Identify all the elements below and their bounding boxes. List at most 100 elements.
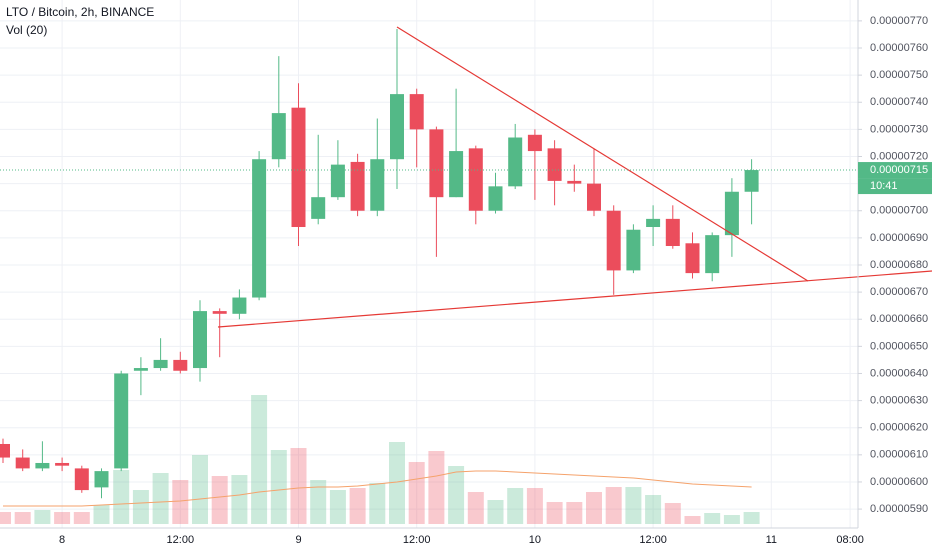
candle-body — [390, 94, 404, 160]
y-tick-label: 0.00000670 — [870, 286, 928, 298]
y-tick-label: 0.00000620 — [870, 422, 928, 434]
candle-body — [15, 457, 30, 469]
volume-pane — [0, 395, 760, 524]
y-tick-label: 0.00000590 — [870, 503, 928, 515]
x-tick-label: 10 — [529, 534, 541, 546]
x-tick-label: 12:00 — [167, 534, 195, 546]
candle-body — [449, 151, 464, 198]
candle-body — [705, 235, 720, 274]
volume-bar — [448, 466, 465, 524]
candle-body — [271, 113, 286, 160]
volume-bar — [211, 476, 228, 524]
volume-bar — [34, 510, 51, 524]
volume-bar — [369, 483, 386, 524]
volume-bar — [467, 492, 484, 524]
volume-bar — [743, 512, 760, 524]
volume-bar — [664, 503, 681, 524]
volume-bar — [389, 442, 405, 524]
price-tag-label: 0.00000715 — [870, 164, 928, 176]
y-tick-label: 0.00000690 — [870, 232, 928, 244]
y-tick-label: 0.00000730 — [870, 123, 928, 135]
y-tick-label: 0.00000640 — [870, 367, 928, 379]
volume-bar — [507, 488, 524, 524]
candle-body — [685, 243, 700, 274]
candle-body — [587, 183, 601, 211]
candle-body — [646, 218, 661, 228]
candle-body — [133, 368, 148, 371]
candle-body — [232, 297, 247, 314]
y-tick-label: 0.00000740 — [870, 96, 928, 108]
candle-body — [665, 218, 680, 246]
candle-body — [429, 129, 444, 198]
trend-line — [396, 26, 809, 282]
y-tick-label: 0.00000770 — [870, 15, 928, 27]
volume-bar — [625, 487, 642, 524]
x-tick-label: 11 — [766, 534, 777, 546]
volume-bar — [231, 475, 248, 524]
candle-body — [153, 359, 168, 369]
volume-bar — [349, 488, 366, 524]
candles — [0, 29, 759, 499]
volume-label: Vol (20) — [6, 23, 47, 37]
candle-body — [547, 148, 562, 181]
volume-bar — [408, 462, 425, 524]
volume-bar — [428, 451, 445, 524]
y-tick-label: 0.00000760 — [870, 42, 928, 54]
volume-bar — [73, 512, 90, 524]
volume-bar — [14, 512, 31, 524]
grid — [0, 0, 858, 528]
x-tick-label: 8 — [59, 534, 65, 546]
candle-body — [626, 229, 641, 271]
candle-body — [252, 159, 267, 298]
price-tag — [858, 162, 932, 179]
candle-body — [370, 159, 385, 211]
y-tick-label: 0.00000610 — [870, 449, 928, 461]
volume-bar — [152, 473, 169, 524]
volume-bar — [132, 490, 149, 524]
candle-body — [35, 462, 50, 469]
volume-bar — [172, 480, 189, 524]
x-tick-label: 12:00 — [639, 534, 667, 546]
volume-bar — [251, 395, 268, 524]
y-tick-label: 0.00000630 — [870, 395, 928, 407]
y-tick-label: 0.00000680 — [870, 259, 928, 271]
volume-bar — [310, 480, 327, 524]
candle-body — [74, 468, 89, 491]
candle-body — [744, 170, 759, 192]
candle-body — [606, 210, 621, 271]
candle-body — [311, 197, 326, 219]
volume-bar — [290, 448, 307, 524]
x-tick-label: 12:00 — [403, 534, 431, 546]
volume-bar — [566, 502, 583, 524]
candle-body — [488, 186, 503, 211]
candle-body — [212, 311, 227, 314]
y-tick-label: 0.00000720 — [870, 150, 928, 162]
volume-bar — [704, 513, 721, 524]
volume-bar — [113, 470, 130, 524]
axes: 0.00000590 0.00000600 0.00000610 0.00000620… — [0, 15, 932, 546]
volume-bar — [329, 490, 346, 524]
volume-bar — [54, 512, 71, 524]
candle-body — [724, 191, 739, 236]
trend-line — [217, 270, 932, 328]
volume-bar — [93, 505, 110, 524]
volume-ma-line — [3, 470, 752, 507]
candle-body — [173, 359, 188, 371]
countdown-tag — [858, 178, 932, 195]
volume-bar — [0, 512, 11, 524]
volume-bar — [684, 516, 701, 524]
candle-body — [527, 134, 542, 152]
volume-bar — [526, 488, 543, 524]
y-tick-label: 0.00000600 — [870, 476, 928, 488]
candle-body — [94, 471, 109, 488]
volume-bar — [605, 487, 622, 524]
volume-bar — [487, 500, 504, 524]
volume-bar — [270, 450, 287, 524]
y-tick-label: 0.00000650 — [870, 340, 928, 352]
candle-body — [567, 180, 582, 184]
volume-bar — [546, 502, 563, 524]
x-tick-label: 08:00 — [836, 534, 864, 546]
candle-body — [193, 311, 207, 369]
y-tick-label: 0.00000750 — [870, 69, 928, 81]
